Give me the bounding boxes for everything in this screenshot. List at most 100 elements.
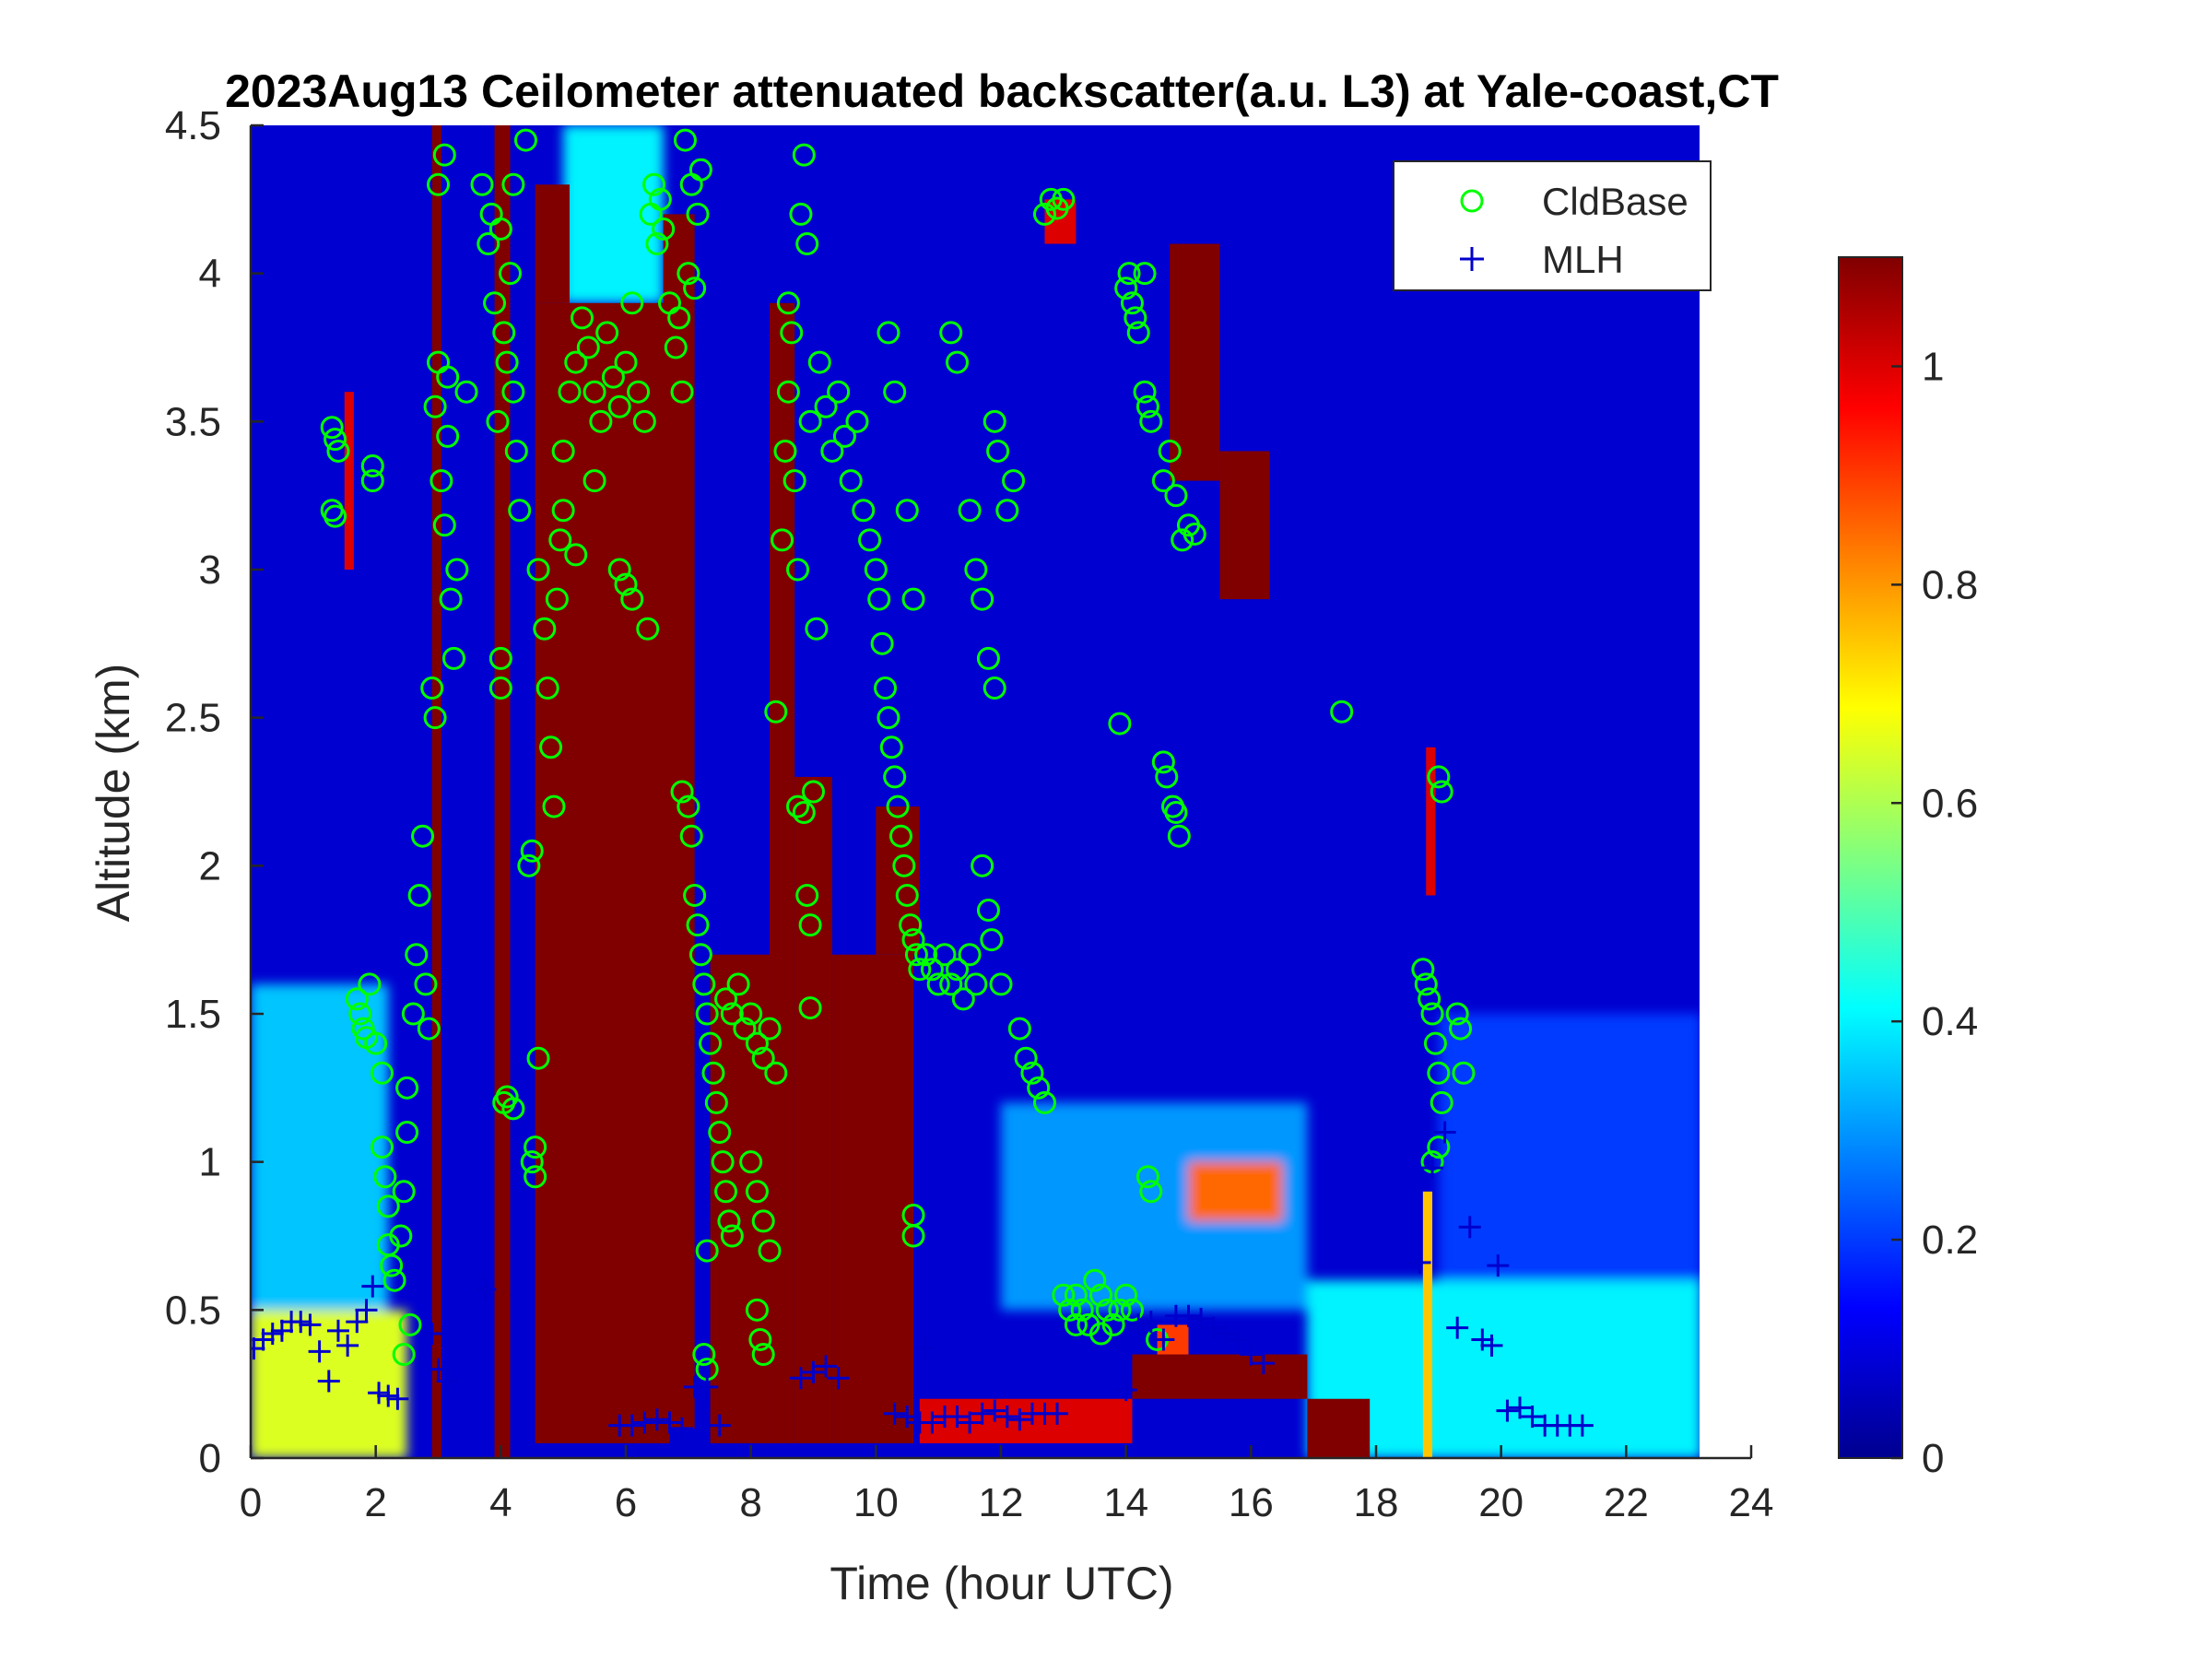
mlh-point [914,1337,937,1360]
cloud-column-13 [1307,1398,1371,1458]
cldbase-point [711,1150,735,1174]
cloud-column-18 [1426,747,1436,896]
cloud-column-7 [794,776,832,1443]
cldbase-point [1151,750,1175,774]
cldbase-point [758,1239,782,1263]
cldbase-point [827,380,851,404]
cldbase-point [939,972,963,996]
cldbase-point [839,469,863,493]
cldbase-point [920,958,944,982]
mlh-point [1571,1414,1594,1437]
mlh-point [261,1323,284,1346]
cldbase-point [501,380,525,404]
cldbase-point [739,1150,763,1174]
mlh-point [326,1319,349,1342]
cldbase-point [501,1097,525,1121]
colorbar-ticks: 0 0.2 0.4 0.6 0.8 1 [1891,344,1978,1481]
cldbase-point [524,1135,547,1159]
cldbase-point [348,1002,372,1026]
cldbase-point [1070,1298,1094,1322]
y-axis-label: Altitude (km) [88,664,139,923]
cloud-column-8 [831,954,914,1443]
cldbase-point [648,187,672,211]
mlh-point [1521,1406,1544,1429]
colorbar-tick-label: 0.8 [1922,562,1978,607]
cldbase-point [632,409,656,433]
cldbase-point [976,646,1000,670]
cldbase-point [1002,469,1026,493]
mlh-point [1046,1402,1069,1425]
cloud-column-16 [1219,451,1270,600]
diffuse-region-6 [563,125,664,303]
cldbase-point [535,677,559,700]
mlh-point [427,1358,450,1381]
cloud-column-2 [535,302,670,1443]
x-tick-label: 22 [1604,1480,1649,1525]
mlh-point [474,1277,497,1300]
mlh-point [1240,1343,1263,1366]
mlh-point [633,1411,656,1434]
cldbase-point [1108,712,1132,735]
legend: CldBase MLH [1393,160,1712,291]
colorbar: 0 0.2 0.4 0.6 0.8 1 [1838,256,1978,1481]
cldbase-point [1108,1298,1132,1322]
cldbase-point [423,706,447,730]
series-cldbase [320,128,1476,1382]
cldbase-point [445,558,469,582]
cldbase-point [1124,306,1147,330]
cldbase-point [883,380,907,404]
cldbase-point [370,1135,394,1159]
cldbase-point [1089,1322,1113,1346]
mlh-point [708,1414,731,1437]
cldbase-point [1414,972,1438,996]
cldbase-point [417,1017,441,1041]
cldbase-point [980,928,1004,952]
mlh-point [436,1370,459,1393]
cldbase-point [904,943,928,967]
y-tick-label: 2 [199,843,221,888]
mlh-point [971,1402,994,1425]
cldbase-point [958,943,982,967]
cldbase-point [708,1121,732,1145]
x-tick-label: 2 [364,1480,386,1525]
cldbase-point [1052,187,1076,211]
mlh-point [883,1402,906,1425]
cldbase-point [411,824,435,848]
cloud-column-1 [494,125,511,1458]
cldbase-point [1058,1298,1082,1322]
x-tick-label: 18 [1354,1480,1399,1525]
x-tick-label: 4 [489,1480,512,1525]
cldbase-point [376,1194,400,1218]
mlh-point [645,1408,668,1431]
cldbase-point [1135,394,1159,418]
y-tick-label: 0.5 [165,1288,221,1333]
cldbase-point [564,543,588,567]
cldbase-point [720,1002,744,1026]
cldbase-point [539,735,563,759]
cldbase-point [627,380,651,404]
cldbase-point [358,972,382,996]
mlh-point [827,1367,850,1390]
cldbase-point [429,469,453,493]
cldbase-point [1158,439,1182,463]
cldbase-point [939,321,963,345]
cldbase-point [888,824,912,848]
cldbase-point [620,587,644,611]
cldbase-point [792,143,816,167]
cldbase-point [692,972,716,996]
cldbase-point [758,1017,782,1041]
cldbase-point [517,853,541,877]
cldbase-point [582,380,606,404]
mlh-point [336,1334,359,1357]
x-axis-label: Time (hour UTC) [830,1558,1173,1609]
cldbase-point [780,321,804,345]
mlh-point [896,1406,919,1429]
cldbase-point [1089,1283,1113,1307]
cldbase-point [764,700,788,724]
cldbase-point [486,409,510,433]
mlh-point [1446,1316,1469,1339]
mlh-point [1127,1313,1150,1336]
cldbase-point [558,380,582,404]
mlh-point [1114,1379,1137,1402]
